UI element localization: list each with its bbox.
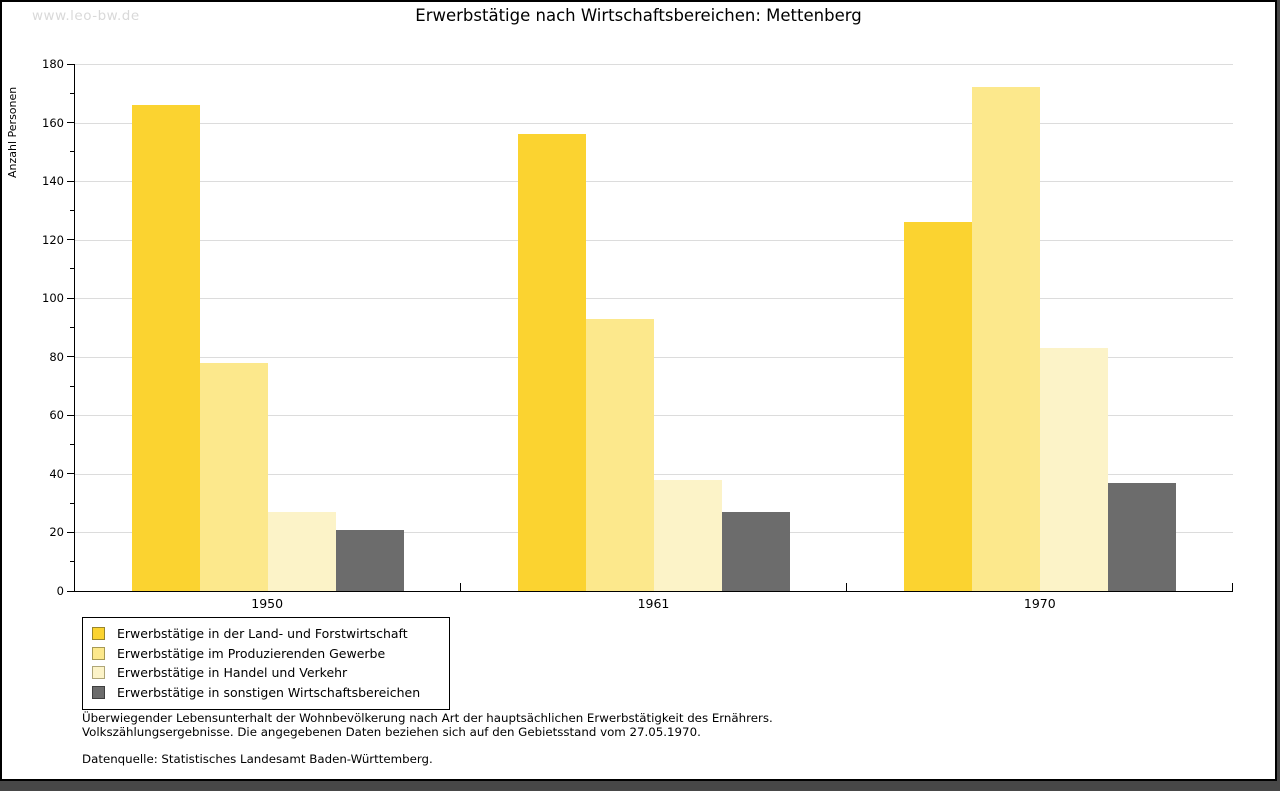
legend-item: Erwerbstätige in Handel und Verkehr: [83, 663, 449, 683]
gridline-80: [75, 356, 1233, 358]
y-tick-minor: [70, 444, 74, 446]
legend-item: Erwerbstätige im Produzierenden Gewerbe: [83, 644, 449, 664]
footnotes: Überwiegender Lebensunterhalt der Wohnbe…: [82, 711, 773, 767]
gridline-100: [75, 298, 1233, 300]
y-tick-major: [67, 122, 74, 124]
legend-label: Erwerbstätige in sonstigen Wirtschaftsbe…: [117, 684, 421, 700]
y-tick-minor: [70, 268, 74, 270]
y-tick-minor: [70, 151, 74, 153]
bar: [131, 105, 200, 591]
y-tick-minor: [70, 502, 74, 504]
y-tick-major: [67, 531, 74, 533]
gridline-180: [75, 64, 1233, 65]
bar: [267, 511, 336, 591]
legend-swatch: [92, 666, 105, 680]
x-tick: [845, 583, 847, 591]
bar: [585, 318, 654, 591]
y-tick-minor: [70, 209, 74, 211]
bar: [721, 511, 790, 591]
y-tick-minor: [70, 327, 74, 328]
y-tick-major: [67, 356, 74, 358]
bar: [653, 479, 722, 591]
y-tick-major: [67, 63, 74, 65]
x-axis-label: 1950: [251, 596, 284, 611]
gridline-60: [75, 415, 1233, 417]
bar: [1107, 482, 1176, 591]
y-tick-label: 120: [42, 232, 64, 247]
y-tick-major: [67, 180, 74, 182]
y-tick-label: 100: [42, 291, 64, 306]
bar: [199, 362, 268, 591]
y-tick-major: [67, 297, 74, 299]
legend-swatch: [92, 627, 105, 641]
footnote-line: Volkszählungsergebnisse. Die angegebenen…: [82, 724, 701, 739]
source-line: Datenquelle: Statistisches Landesamt Bad…: [82, 752, 433, 766]
bar: [335, 529, 404, 591]
gridline-40: [75, 473, 1233, 475]
legend-item: Erwerbstätige in der Land- und Forstwirt…: [83, 624, 449, 644]
bar: [971, 87, 1040, 591]
y-tick-major: [67, 414, 74, 416]
legend-label: Erwerbstätige in Handel und Verkehr: [117, 665, 348, 681]
footnote-line: Überwiegender Lebensunterhalt der Wohnbe…: [82, 711, 773, 725]
gridline-160: [75, 122, 1233, 124]
legend-label: Erwerbstätige im Produzierenden Gewerbe: [117, 645, 386, 661]
y-tick-label: 60: [49, 408, 64, 423]
gridline-120: [75, 239, 1233, 241]
y-tick-label: 180: [42, 57, 64, 71]
y-tick-label: 40: [49, 466, 64, 481]
x-tick: [459, 583, 461, 591]
y-tick-major: [67, 239, 74, 241]
legend-swatch: [92, 685, 105, 699]
y-tick-label: 80: [49, 349, 64, 364]
bar: [1039, 348, 1108, 591]
y-tick-minor: [70, 92, 74, 94]
y-axis-title: Anzahl Personen: [6, 86, 19, 178]
bar: [517, 134, 586, 591]
plot-area: 0 20 40 60 80 100 120 140 160 180: [42, 58, 1233, 597]
watermark: www.leo-bw.de: [32, 8, 140, 24]
y-tick-minor: [70, 385, 74, 387]
x-axis-label: 1970: [1023, 596, 1056, 611]
y-tick-label: 0: [56, 584, 64, 598]
legend: Erwerbstätige in der Land- und Forstwirt…: [82, 617, 450, 710]
category-group-1961: [461, 64, 847, 591]
x-axis-label: 1961: [637, 596, 670, 611]
y-tick-major: [67, 590, 74, 592]
y-tick-label: 140: [42, 174, 64, 189]
chart-title: Erwerbstätige nach Wirtschaftsbereichen:…: [415, 6, 862, 25]
y-tick-label: 20: [49, 525, 64, 540]
y-tick-label: 160: [42, 115, 64, 130]
legend-swatch: [92, 646, 105, 660]
legend-item: Erwerbstätige in sonstigen Wirtschaftsbe…: [83, 683, 449, 703]
gridline-140: [75, 181, 1233, 183]
bar: [903, 222, 972, 591]
y-tick-major: [67, 473, 74, 475]
x-tick: [1232, 583, 1233, 591]
category-group-1950: [75, 64, 461, 591]
category-group-1970: [847, 64, 1233, 591]
y-tick-minor: [70, 561, 74, 563]
x-axis-labels: 1950 1961 1970: [74, 596, 1233, 612]
legend-label: Erwerbstätige in der Land- und Forstwirt…: [117, 626, 408, 642]
